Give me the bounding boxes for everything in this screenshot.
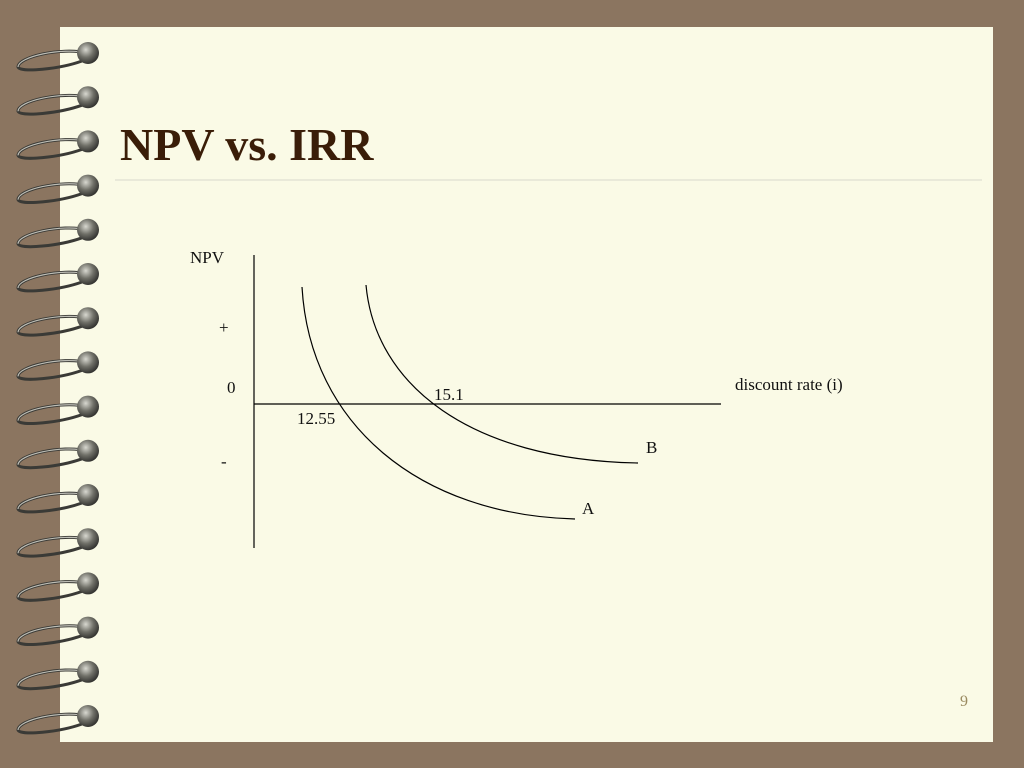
ring-bead	[77, 705, 99, 727]
plus-label: +	[219, 318, 229, 337]
ring-bead	[77, 174, 99, 197]
irr-a-label: 12.55	[297, 409, 335, 428]
curve-a	[301, 286, 576, 520]
ring-bead	[77, 351, 99, 374]
zero-label: 0	[227, 378, 236, 397]
slide-title: NPV vs. IRR	[120, 119, 374, 170]
irr-b-label: 15.1	[434, 385, 464, 404]
ring-bead	[77, 395, 99, 418]
ring-bead	[77, 528, 99, 551]
ring-bead	[77, 86, 99, 109]
y-axis-label: NPV	[190, 248, 225, 267]
ring-bead	[77, 484, 99, 506]
ring-bead	[77, 130, 99, 153]
ring-bead	[77, 660, 99, 683]
ring-bead	[77, 263, 99, 285]
x-axis-label: discount rate (i)	[735, 375, 843, 394]
ring-bead	[77, 616, 99, 639]
ring-bead	[77, 439, 99, 462]
curve-b-label: B	[646, 438, 657, 457]
ring-bead	[77, 42, 99, 64]
ring-bead	[77, 307, 99, 330]
ring-bead	[77, 218, 99, 241]
paper	[60, 27, 993, 742]
page-number: 9	[960, 693, 968, 710]
ring-bead	[77, 572, 99, 595]
spiral-binding	[16, 42, 99, 735]
curve-a-label: A	[582, 499, 595, 518]
minus-label: -	[221, 452, 227, 471]
curve-b	[365, 284, 639, 464]
